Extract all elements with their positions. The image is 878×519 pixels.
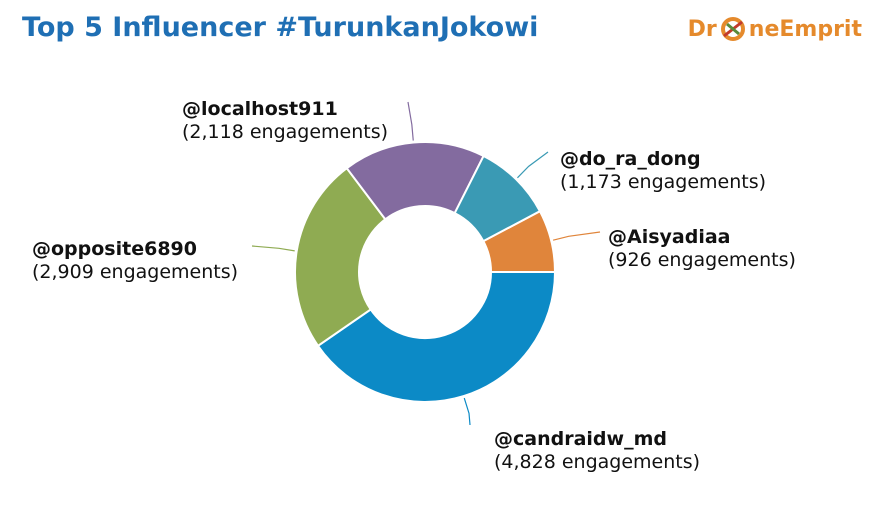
slice-opposite6890: [294, 166, 387, 348]
slice-label-engagements: (2,909 engagements): [32, 261, 239, 283]
slice-label-engagements: (1,173 engagements): [560, 171, 767, 193]
logo-text-part1: Dr: [687, 16, 717, 42]
label-opposite6890: @opposite6890 (2,909 engagements): [32, 238, 238, 284]
slice-candraidw-md: [316, 271, 557, 403]
label-localhost911: @localhost911 (2,118 engagements): [182, 98, 388, 144]
drone-ring-icon: [720, 17, 745, 41]
slice-label-name: @do_ra_dong: [560, 148, 701, 170]
droneemprit-logo: Dr neEmprit: [688, 14, 862, 44]
slice-do-ra-dong: [453, 154, 542, 243]
slice-label-name: @Aisyadiaa: [608, 226, 731, 248]
leader-line-candraidw-md: [463, 397, 471, 426]
label-do-ra-dong: @do_ra_dong (1,173 engagements): [560, 148, 766, 194]
page-title: Top 5 Influencer #TurunkanJokowi: [22, 12, 539, 43]
slice-label-name: @localhost911: [182, 98, 338, 120]
slice-label-engagements: (4,828 engagements): [494, 451, 701, 473]
label-aisyadiaa: @Aisyadiaa (926 engagements): [608, 226, 796, 272]
slice-localhost911: [345, 141, 485, 221]
slice-label-name: @opposite6890: [32, 238, 197, 260]
leader-line-aisyadiaa: [552, 231, 601, 241]
slice-label-name: @candraidw_md: [494, 428, 667, 450]
logo-text-part2: neEmprit: [748, 16, 862, 42]
slice-label-engagements: (2,118 engagements): [182, 121, 389, 143]
leader-line-opposite6890: [251, 245, 295, 252]
label-candraidw-md: @candraidw_md (4,828 engagements): [494, 428, 700, 474]
slice-label-engagements: (926 engagements): [608, 249, 796, 271]
leader-line-do-ra-dong: [517, 151, 549, 179]
leader-line-localhost911: [407, 101, 414, 141]
